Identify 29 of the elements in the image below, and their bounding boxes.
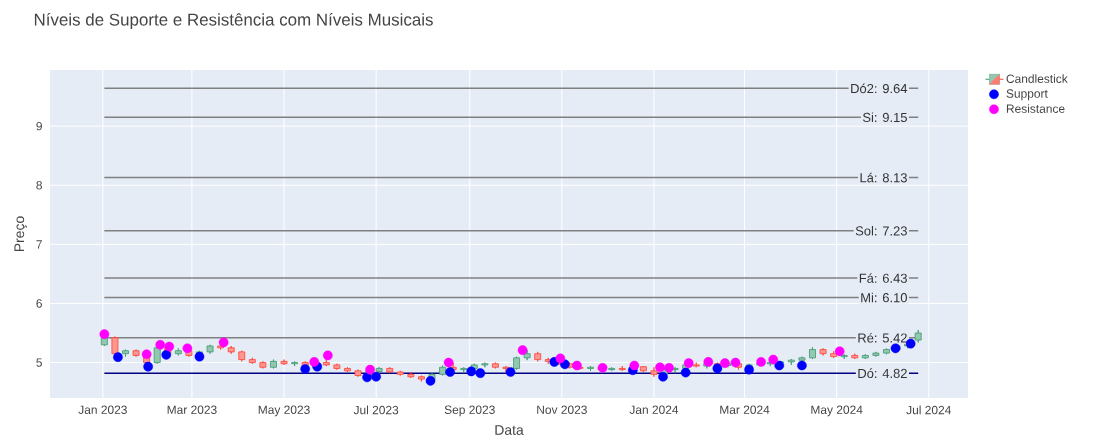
x-tick-label: Jan 2024 xyxy=(629,405,679,414)
x-tick-label: Sep 2023 xyxy=(444,405,495,417)
y-tick-label: 7 xyxy=(36,240,42,249)
legend-label: Support xyxy=(1006,89,1048,101)
x-tick-label: May 2024 xyxy=(811,405,863,417)
ref-line-label: Mi: 6.10 xyxy=(861,292,907,303)
ref-line-label: Ré: 5.42 xyxy=(858,332,907,343)
x-tick-label: Nov 2023 xyxy=(537,405,587,414)
legend-label: Candlestick xyxy=(1006,74,1068,83)
y-axis-title: Preço xyxy=(14,216,27,252)
legend-label: Resistance xyxy=(1006,104,1065,113)
x-tick-label: Jul 2024 xyxy=(906,405,951,415)
ref-line-label: Sol: 7.23 xyxy=(855,225,907,236)
x-tick-label: Mar 2024 xyxy=(720,405,770,414)
ref-line-label: Dó: 4.82 xyxy=(858,368,907,379)
y-tick-label: 5 xyxy=(36,358,42,367)
ref-line-label: Dó2: 9.64 xyxy=(851,83,908,94)
y-tick-label: 9 xyxy=(36,121,42,131)
ref-line-label: Si: 9.15 xyxy=(862,112,907,123)
ref-line-label: Fá: 6.43 xyxy=(859,273,907,283)
chart-title: Níveis de Suporte e Resistência com Níveis Musicais xyxy=(34,13,433,29)
y-tick-label: 6 xyxy=(36,299,42,308)
x-axis-title: Data xyxy=(495,425,524,435)
x-tick-label: Mar 2023 xyxy=(167,405,217,414)
x-tick-label: Jul 2023 xyxy=(353,405,399,415)
x-tick-label: Jan 2023 xyxy=(78,405,127,414)
ref-line-label: Lá: 8.13 xyxy=(860,172,907,183)
y-tick-label: 8 xyxy=(36,181,42,190)
x-tick-label: May 2023 xyxy=(258,405,310,417)
